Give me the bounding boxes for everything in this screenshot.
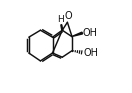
- Text: O: O: [64, 11, 72, 21]
- Text: OH: OH: [83, 28, 98, 38]
- Polygon shape: [72, 32, 83, 36]
- Text: OH: OH: [83, 48, 98, 58]
- Text: H: H: [57, 15, 64, 24]
